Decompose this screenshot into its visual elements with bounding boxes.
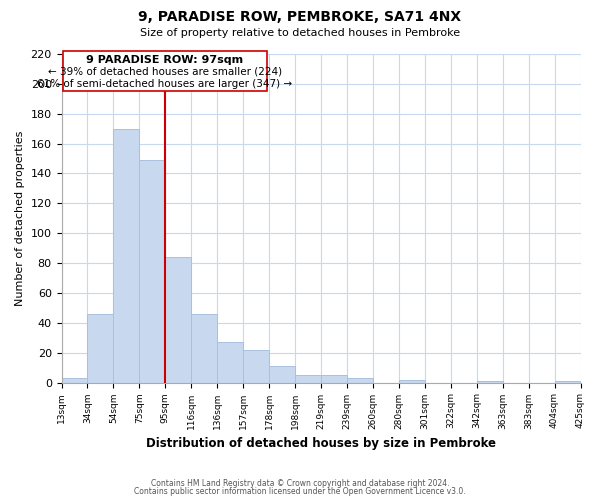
Bar bbox=[477, 381, 503, 382]
Bar bbox=[347, 378, 373, 382]
Bar bbox=[139, 160, 166, 382]
Bar bbox=[295, 375, 321, 382]
Bar bbox=[321, 375, 347, 382]
Text: 9 PARADISE ROW: 97sqm: 9 PARADISE ROW: 97sqm bbox=[86, 55, 243, 65]
Text: Size of property relative to detached houses in Pembroke: Size of property relative to detached ho… bbox=[140, 28, 460, 38]
X-axis label: Distribution of detached houses by size in Pembroke: Distribution of detached houses by size … bbox=[146, 437, 496, 450]
Text: ← 39% of detached houses are smaller (224): ← 39% of detached houses are smaller (22… bbox=[47, 67, 282, 77]
Text: 61% of semi-detached houses are larger (347) →: 61% of semi-detached houses are larger (… bbox=[37, 79, 292, 89]
Bar bbox=[554, 381, 580, 382]
Bar bbox=[62, 378, 88, 382]
Bar bbox=[113, 128, 139, 382]
Bar bbox=[269, 366, 295, 382]
Bar bbox=[243, 350, 269, 382]
Y-axis label: Number of detached properties: Number of detached properties bbox=[15, 130, 25, 306]
Text: Contains HM Land Registry data © Crown copyright and database right 2024.: Contains HM Land Registry data © Crown c… bbox=[151, 478, 449, 488]
Text: 9, PARADISE ROW, PEMBROKE, SA71 4NX: 9, PARADISE ROW, PEMBROKE, SA71 4NX bbox=[139, 10, 461, 24]
Bar bbox=[63, 51, 266, 92]
Bar bbox=[166, 257, 191, 382]
Bar bbox=[191, 314, 217, 382]
Text: Contains public sector information licensed under the Open Government Licence v3: Contains public sector information licen… bbox=[134, 487, 466, 496]
Bar bbox=[217, 342, 243, 382]
Bar bbox=[399, 380, 425, 382]
Bar bbox=[88, 314, 113, 382]
